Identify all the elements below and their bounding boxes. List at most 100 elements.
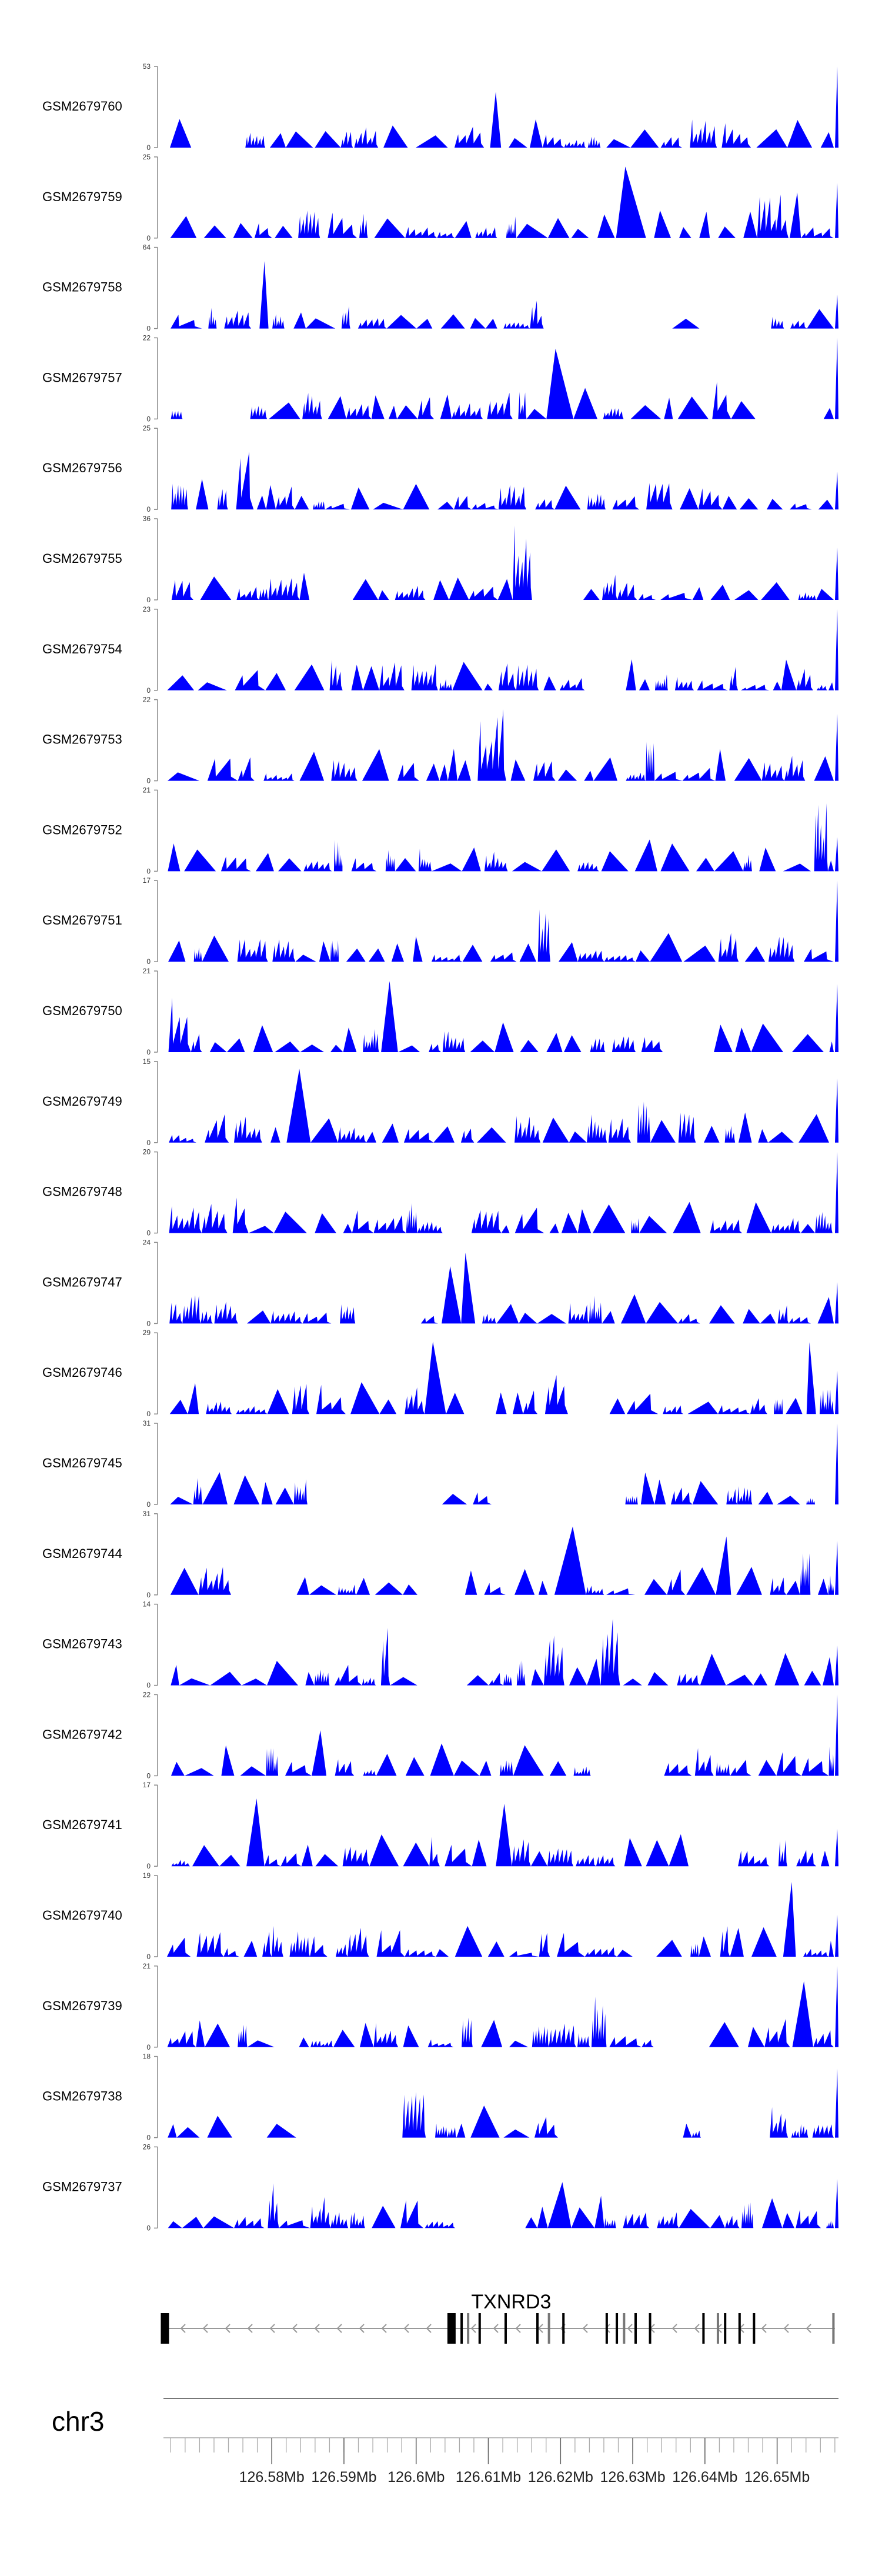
- coverage-area: [163, 1342, 838, 1414]
- y-min-label: 0: [146, 867, 151, 875]
- strand-arrow: [761, 2324, 767, 2333]
- track-label: GSM2679737: [42, 2179, 122, 2194]
- coverage-track: GSM2679748 20 0: [42, 1148, 838, 1237]
- exon: [161, 2313, 169, 2344]
- coverage-area: [163, 2179, 838, 2228]
- track-label: GSM2679741: [42, 1817, 122, 1832]
- exon: [478, 2313, 481, 2344]
- coverage-track: GSM2679739 21 0: [42, 1962, 838, 2051]
- y-min-label: 0: [146, 1771, 151, 1780]
- y-min-label: 0: [146, 686, 151, 695]
- x-tick-label: 126.65Mb: [744, 2469, 810, 2485]
- strand-arrow: [381, 2324, 387, 2333]
- y-min-label: 0: [146, 234, 151, 242]
- exon: [616, 2313, 619, 2344]
- track-label: GSM2679757: [42, 370, 122, 385]
- strand-arrow: [627, 2324, 633, 2333]
- coverage-area: [163, 338, 838, 419]
- gene-model-track: TXNRD3: [161, 2291, 835, 2344]
- x-tick-label: 126.63Mb: [600, 2469, 665, 2485]
- y-max-label: 21: [143, 786, 151, 794]
- coverage-area: [163, 1881, 838, 1957]
- coverage-track: GSM2679755 36 0: [42, 515, 838, 604]
- strand-arrow: [515, 2324, 521, 2333]
- coverage-area: [163, 452, 838, 510]
- y-max-label: 22: [143, 333, 151, 342]
- y-max-label: 17: [143, 1781, 151, 1789]
- y-min-label: 0: [146, 2134, 151, 2142]
- strand-arrow: [292, 2324, 298, 2333]
- coverage-track: GSM2679760 53 0: [42, 62, 838, 152]
- y-max-label: 36: [143, 515, 151, 523]
- exon: [447, 2313, 456, 2344]
- y-max-label: 21: [143, 1962, 151, 1970]
- coverage-area: [163, 66, 838, 148]
- coverage-track: GSM2679757 22 0: [42, 333, 838, 423]
- exon: [716, 2313, 719, 2344]
- coverage-tracks: GSM2679760530GSM2679759250GSM2679758640G…: [42, 62, 838, 2232]
- y-min-label: 0: [146, 1139, 151, 1147]
- strand-arrow: [180, 2324, 186, 2333]
- track-label: GSM2679749: [42, 1094, 122, 1109]
- y-max-label: 64: [143, 243, 151, 252]
- strand-arrow: [359, 2324, 365, 2333]
- track-label: GSM2679747: [42, 1274, 122, 1289]
- track-label: GSM2679738: [42, 2089, 122, 2104]
- x-tick-label: 126.59Mb: [311, 2469, 376, 2485]
- strand-arrow: [806, 2324, 811, 2333]
- y-max-label: 18: [143, 2053, 151, 2061]
- coverage-track: GSM2679743 14 0: [42, 1600, 838, 1690]
- y-max-label: 15: [143, 1057, 151, 1066]
- coverage-track: GSM2679746 29 0: [42, 1329, 838, 1418]
- y-max-label: 19: [143, 1871, 151, 1880]
- coverage-area: [163, 166, 838, 238]
- y-max-label: 24: [143, 1238, 151, 1246]
- exon: [623, 2313, 626, 2344]
- track-label: GSM2679760: [42, 99, 122, 114]
- coverage-area: [163, 1152, 838, 1233]
- y-min-label: 0: [146, 1319, 151, 1327]
- exon: [460, 2313, 463, 2344]
- y-min-label: 0: [146, 1591, 151, 1599]
- track-label: GSM2679753: [42, 732, 122, 747]
- coverage-area: [163, 981, 838, 1052]
- y-min-label: 0: [146, 505, 151, 513]
- coverage-track: GSM2679747 24 0: [42, 1238, 838, 1327]
- exon: [753, 2313, 756, 2344]
- strand-arrow: [336, 2324, 342, 2333]
- coverage-track: GSM2679740 19 0: [42, 1871, 838, 1961]
- track-label: GSM2679756: [42, 461, 122, 475]
- exon: [504, 2313, 507, 2344]
- coverage-track: GSM2679744 31 0: [42, 1510, 838, 1599]
- y-max-label: 14: [143, 1600, 151, 1609]
- y-max-label: 22: [143, 1690, 151, 1699]
- strand-arrow: [582, 2324, 588, 2333]
- coverage-track: GSM2679752 21 0: [42, 786, 838, 875]
- track-label: GSM2679745: [42, 1456, 122, 1470]
- y-max-label: 25: [143, 424, 151, 432]
- strand-arrow: [694, 2324, 700, 2333]
- y-min-label: 0: [146, 1229, 151, 1237]
- y-max-label: 26: [143, 2143, 151, 2151]
- y-max-label: 53: [143, 62, 151, 71]
- track-label: GSM2679743: [42, 1637, 122, 1651]
- track-label: GSM2679748: [42, 1184, 122, 1199]
- y-max-label: 17: [143, 876, 151, 885]
- track-label: GSM2679758: [42, 280, 122, 295]
- x-tick-label: 126.58Mb: [239, 2469, 305, 2485]
- track-label: GSM2679754: [42, 642, 122, 656]
- coverage-track: GSM2679741 17 0: [42, 1781, 838, 1870]
- exon: [467, 2313, 470, 2344]
- exon: [649, 2313, 652, 2344]
- coverage-area: [163, 880, 838, 962]
- coverage-area: [163, 1694, 838, 1776]
- y-min-label: 0: [146, 1681, 151, 1690]
- exon: [634, 2313, 637, 2344]
- strand-arrow: [493, 2324, 499, 2333]
- coverage-area: [163, 803, 838, 872]
- y-max-label: 22: [143, 696, 151, 704]
- strand-arrow: [671, 2324, 677, 2333]
- coverage-area: [163, 1798, 838, 1867]
- x-tick-label: 126.61Mb: [456, 2469, 521, 2485]
- coverage-track: GSM2679750 21 0: [42, 967, 838, 1056]
